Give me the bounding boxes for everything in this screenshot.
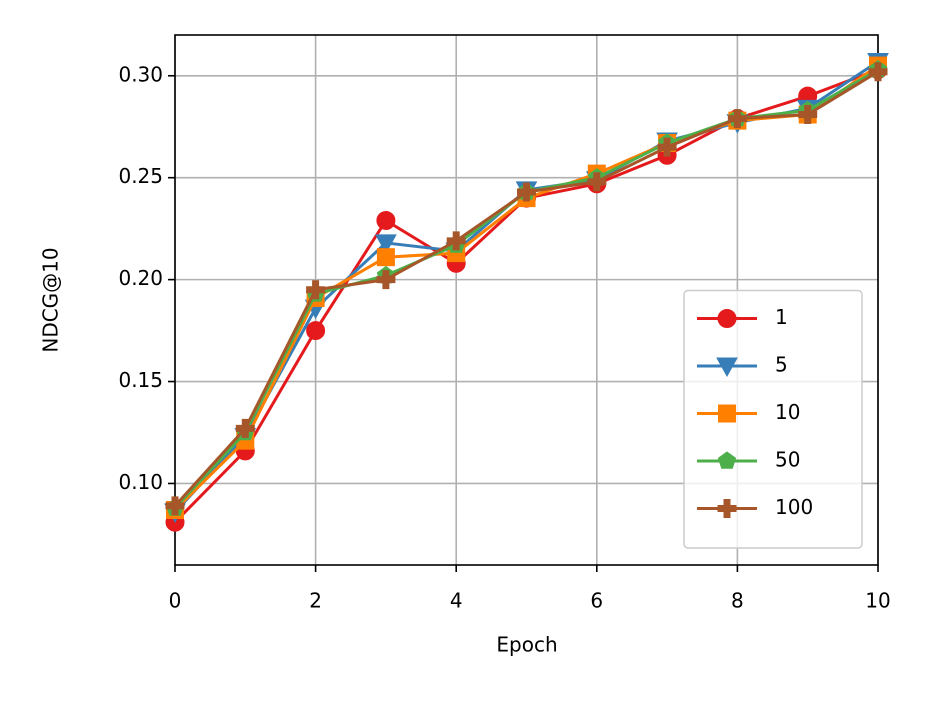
- marker: [306, 280, 326, 300]
- legend-label: 1: [775, 305, 788, 329]
- x-tick-label: 10: [865, 589, 890, 613]
- marker: [375, 234, 397, 254]
- x-tick-label: 4: [450, 589, 463, 613]
- x-tick-label: 0: [169, 589, 182, 613]
- plot-frame: [174, 34, 879, 566]
- legend-label: 100: [775, 495, 813, 519]
- y-tick-label: 0.25: [118, 164, 163, 188]
- legend-marker: [716, 357, 738, 378]
- marker: [798, 105, 818, 124]
- marker: [165, 496, 185, 516]
- marker: [446, 231, 466, 251]
- x-tick-label: 2: [309, 589, 322, 613]
- y-tick-label: 0.15: [118, 368, 163, 392]
- marker: [376, 270, 396, 290]
- y-tick-label: 0.20: [118, 266, 163, 290]
- marker: [727, 109, 747, 129]
- marker: [235, 418, 255, 438]
- legend-label: 5: [775, 353, 788, 377]
- legend-box: [683, 289, 863, 549]
- marker: [587, 172, 607, 192]
- y-axis-label: NDCG@10: [39, 247, 63, 352]
- marker: [517, 182, 536, 202]
- legend-label: 50: [775, 448, 800, 472]
- y-tick-label: 0.10: [118, 470, 163, 494]
- x-axis-label: Epoch: [496, 633, 557, 657]
- legend: 1 5 10 50 100: [683, 289, 863, 549]
- legend-marker: [717, 309, 737, 328]
- x-tick-label: 8: [731, 589, 744, 613]
- y-tick-label: 0.30: [118, 62, 163, 86]
- legend-marker: [717, 499, 737, 518]
- x-tick-label: 6: [590, 589, 603, 613]
- marker: [376, 248, 395, 267]
- legend-label: 10: [775, 400, 800, 424]
- marker: [657, 137, 677, 157]
- legend-marker: [717, 451, 737, 469]
- marker: [376, 211, 396, 230]
- marker: [306, 321, 326, 341]
- marker: [868, 62, 888, 82]
- legend-marker: [718, 404, 736, 423]
